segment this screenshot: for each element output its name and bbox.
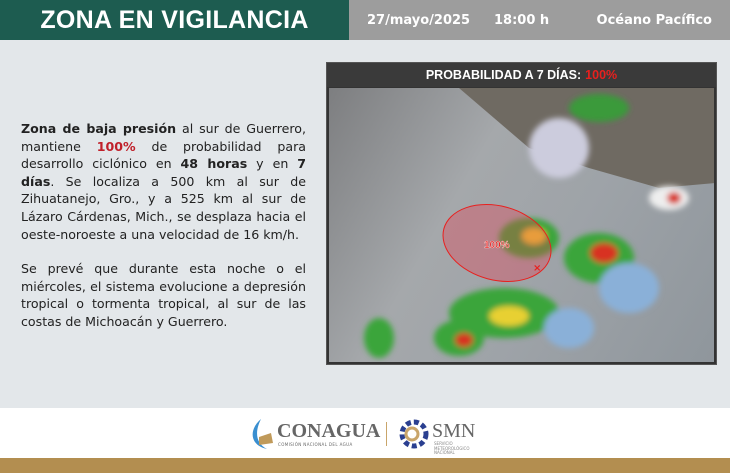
- text-run: y en: [247, 156, 298, 172]
- satellite-image: 100% ×: [329, 88, 714, 362]
- panel-probability: 100%: [585, 68, 618, 82]
- header-info: 27/mayo/2025 18:00 h Océano Pacífico: [349, 0, 730, 40]
- text-run: 100%: [96, 138, 136, 154]
- divider: [386, 422, 387, 446]
- bulletin-text: Zona de baja presión al sur de Guerrero,…: [21, 120, 306, 348]
- panel-title: PROBABILIDAD A 7 DÍAS: 100%: [327, 63, 716, 87]
- text-run: Zona de baja presión: [21, 121, 177, 136]
- text-run: 48 horas: [180, 156, 248, 172]
- text-run: de probabilidad para desarrollo ciclónic…: [21, 138, 306, 172]
- time: 18:00 h: [494, 12, 550, 28]
- satellite-panel: PROBABILIDAD A 7 DÍAS: 100% 100% ×: [326, 62, 717, 365]
- conagua-subtitle: COMISIÓN NACIONAL DEL AGUA: [278, 442, 353, 447]
- satellite-map: 100% ×: [364, 88, 714, 358]
- smn-logo-icon: [399, 419, 429, 449]
- probability-zone: [442, 204, 552, 282]
- cloud-clusters: [364, 94, 689, 358]
- text-run: 7 días: [21, 156, 307, 189]
- panel-title-text: PROBABILIDAD A 7 DÍAS:: [425, 68, 582, 82]
- text-run: . Se localiza a 500 km al sur de Zihuata…: [21, 173, 306, 242]
- page-title: ZONA EN VIGILANCIA: [0, 0, 349, 40]
- conagua-logo-icon: [252, 419, 273, 449]
- smn-subtitle: SERVICIO METEOROLÓGICO NACIONAL: [434, 441, 470, 455]
- footer-bar: [0, 458, 730, 473]
- zone-label: 100%: [484, 240, 510, 251]
- paragraph-2: Se prevé que durante esta noche o el mié…: [21, 261, 306, 329]
- footer: CONAGUA COMISIÓN NACIONAL DEL AGUA SMN S…: [0, 408, 730, 458]
- paragraph-1: Zona de baja presión al sur de Guerrero,…: [21, 120, 306, 243]
- center-x-icon: ×: [533, 263, 541, 274]
- smn-name: SMN: [432, 420, 476, 442]
- date: 27/mayo/2025: [367, 12, 471, 28]
- conagua-name: CONAGUA: [277, 420, 381, 442]
- region: Océano Pacífico: [596, 12, 712, 28]
- text-run: al sur de Guerrero, mantiene: [21, 121, 306, 154]
